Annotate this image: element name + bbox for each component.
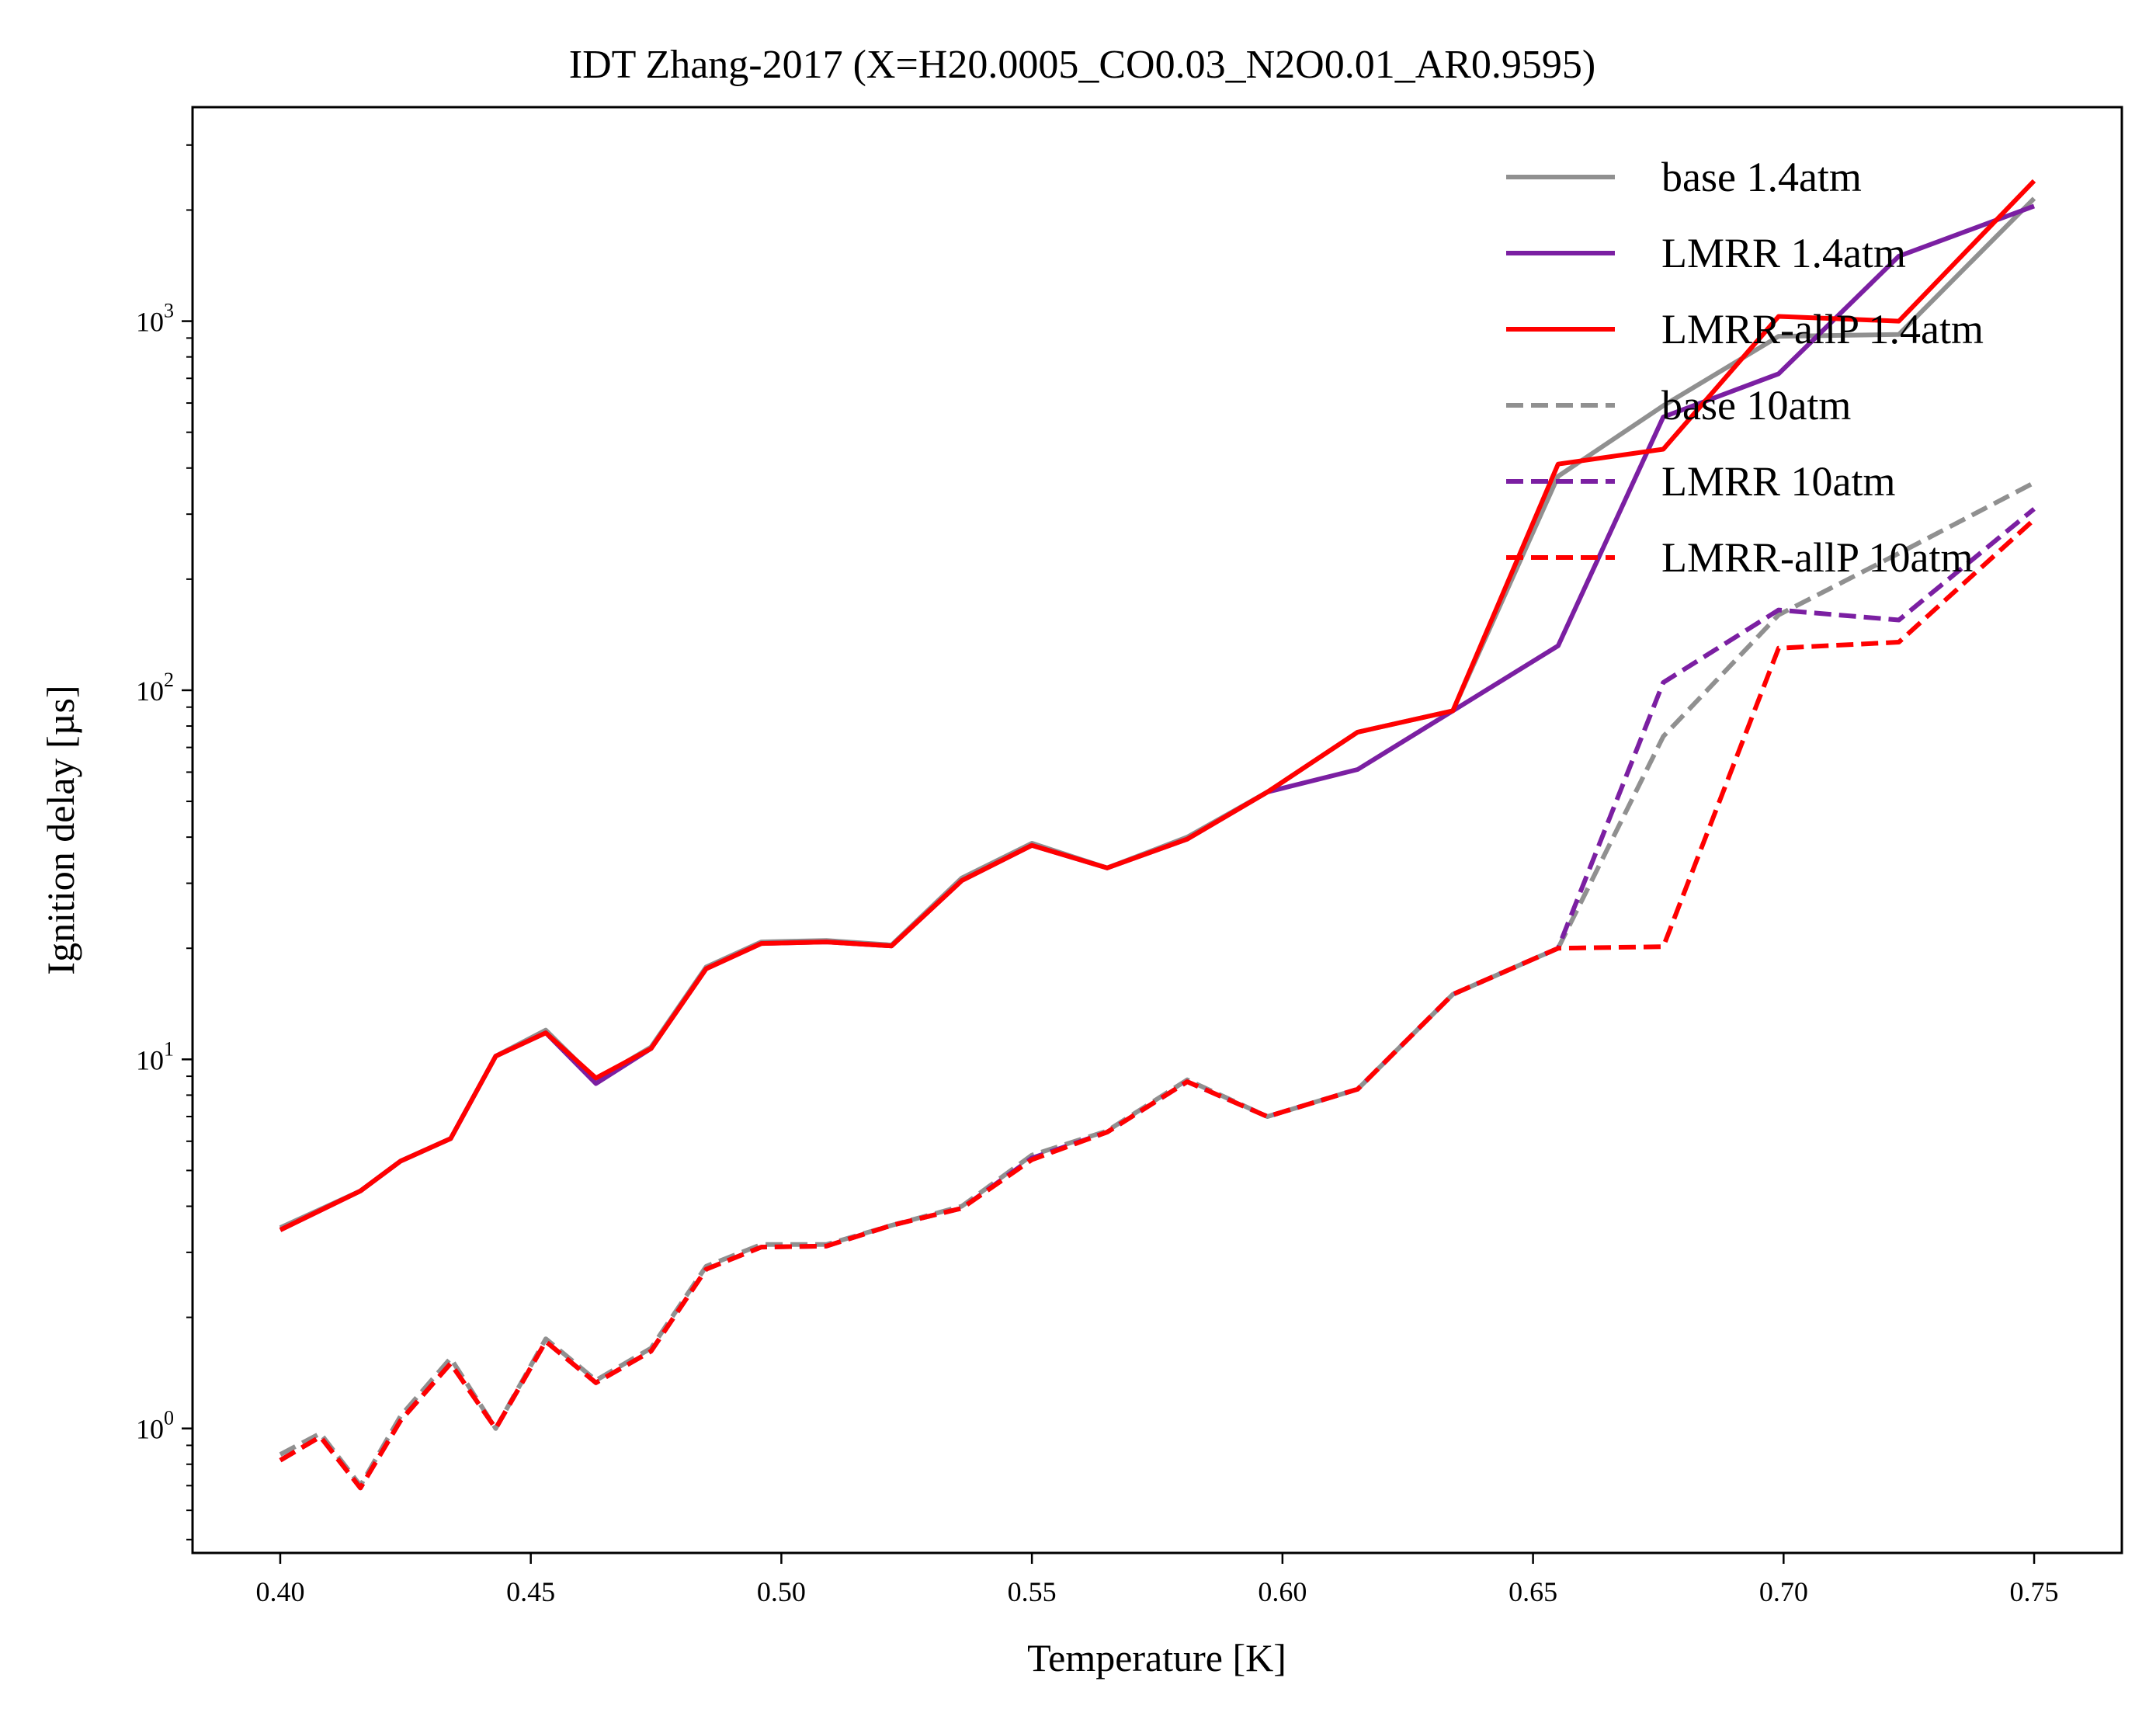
x-tick-label: 0.70 — [1759, 1576, 1808, 1607]
legend-label-3: LMRR-allP 1.4atm — [1661, 306, 1984, 353]
series-line-3 — [279, 179, 2036, 1232]
chart-title: IDT Zhang-2017 (X=H20.0005_CO0.03_N2O0.0… — [569, 43, 1596, 87]
legend: base 1.4atm LMRR 1.4atm LMRR-allP 1.4atm ba… — [1506, 154, 1984, 581]
x-tick-label: 0.75 — [2010, 1576, 2059, 1607]
legend-label-5: LMRR 10atm — [1661, 458, 1896, 505]
x-tick-label: 0.60 — [1258, 1576, 1307, 1607]
y-tick-label: 103 — [136, 300, 174, 338]
series-line-6 — [279, 517, 2036, 1491]
series-layer — [279, 179, 2036, 1491]
axes-frame — [191, 106, 2123, 1554]
x-tick-label: 0.45 — [506, 1576, 555, 1607]
y-tick-label: 102 — [136, 669, 174, 707]
x-tick-label: 0.65 — [1509, 1576, 1557, 1607]
y-tick-label: 101 — [136, 1037, 174, 1075]
y-axis-label: Ignition delay [µs] — [39, 685, 82, 974]
x-tick-label: 0.55 — [1008, 1576, 1057, 1607]
y-axis-ticks: 100 101 102 103 — [136, 144, 193, 1541]
legend-label-4: base 10atm — [1661, 382, 1851, 429]
legend-label-6: LMRR-allP 10atm — [1661, 534, 1974, 581]
legend-label-2: LMRR 1.4atm — [1661, 230, 1906, 276]
x-tick-label: 0.50 — [757, 1576, 806, 1607]
y-tick-label: 100 — [136, 1407, 174, 1445]
plot-area: 0.40 0.45 0.50 0.55 0.60 0.65 0.70 0.75 1001011… — [136, 106, 2123, 1607]
legend-label-1: base 1.4atm — [1661, 154, 1862, 200]
x-axis-label: Temperature [K] — [1027, 1636, 1286, 1680]
series-line-4 — [279, 481, 2036, 1488]
x-axis-ticks: 0.40 0.45 0.50 0.55 0.60 0.65 0.70 0.75 — [255, 1553, 2059, 1607]
x-tick-label: 0.40 — [255, 1576, 304, 1607]
